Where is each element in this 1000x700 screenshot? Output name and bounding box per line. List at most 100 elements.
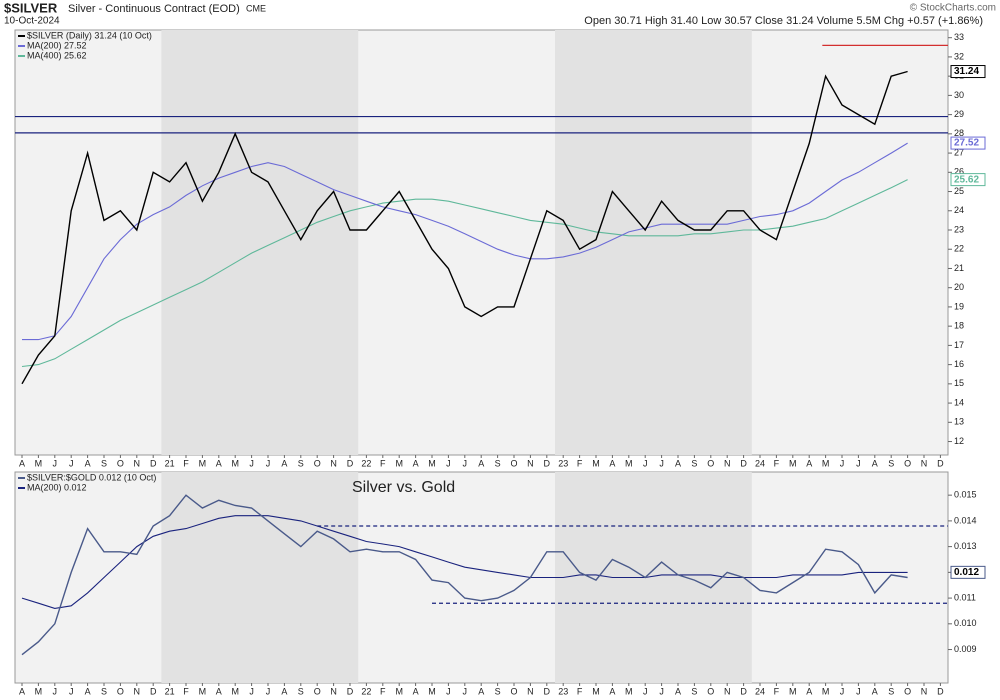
y-tick-label: 19: [954, 301, 964, 311]
x-tick-label: M: [35, 686, 43, 696]
x-tick-label: D: [150, 458, 157, 468]
x-tick-label: A: [609, 458, 615, 468]
x-tick-label: J: [659, 686, 664, 696]
y-tick-label: 32: [954, 51, 964, 61]
x-tick-label: O: [314, 458, 321, 468]
x-tick-label: A: [216, 458, 222, 468]
x-tick-label: O: [510, 686, 517, 696]
x-tick-label: M: [789, 458, 797, 468]
x-tick-label: S: [691, 458, 697, 468]
x-tick-label: A: [609, 686, 615, 696]
price-tag: [950, 565, 986, 579]
date: 10-Oct-2024: [4, 16, 60, 27]
x-tick-label: M: [199, 458, 207, 468]
series-line: [21, 515, 908, 609]
x-tick-label: S: [298, 458, 304, 468]
y-tick-label: 0.010: [954, 618, 977, 628]
x-tick-label: D: [544, 458, 551, 468]
year-shade: [555, 472, 752, 683]
year-shade: [161, 30, 359, 455]
x-tick-label: N: [527, 686, 534, 696]
y-tick-label: 27: [954, 147, 964, 157]
y-tick-label: 24: [954, 205, 964, 215]
price-tag: [950, 136, 986, 150]
x-tick-label: M: [428, 686, 436, 696]
x-tick-label: N: [921, 686, 928, 696]
x-tick-label: J: [249, 686, 254, 696]
x-tick-label: O: [707, 686, 714, 696]
price-tag: [950, 173, 986, 187]
x-tick-label: M: [592, 458, 600, 468]
x-tick-label: S: [495, 686, 501, 696]
x-tick-label: A: [281, 458, 287, 468]
x-tick-label: S: [888, 686, 894, 696]
legend-label: MA(200) 27.52: [27, 40, 87, 50]
x-tick-label: J: [840, 686, 845, 696]
y-tick-label: 12: [954, 436, 964, 446]
copyright: © StockCharts.com: [910, 3, 996, 14]
x-tick-label: N: [134, 458, 141, 468]
year-shade: [161, 472, 359, 683]
y-tick-label: 21: [954, 263, 964, 273]
x-tick-label: N: [724, 458, 731, 468]
x-tick-label: M: [199, 686, 207, 696]
x-tick-label: F: [577, 458, 583, 468]
x-tick-label: O: [707, 458, 714, 468]
x-tick-label: J: [856, 686, 861, 696]
x-tick-label: A: [675, 686, 681, 696]
y-tick-label: 18: [954, 321, 964, 331]
x-tick-label: 21: [165, 458, 175, 468]
x-tick-label: O: [904, 686, 911, 696]
x-tick-label: N: [527, 458, 534, 468]
x-tick-label: A: [478, 686, 484, 696]
legend-label: $SILVER:$GOLD 0.012 (10 Oct): [27, 472, 156, 482]
y-tick-label: 29: [954, 109, 964, 119]
x-tick-label: A: [806, 686, 812, 696]
y-tick-label: 0.011: [954, 592, 976, 602]
x-tick-label: M: [35, 458, 43, 468]
y-tick-label: 13: [954, 417, 964, 427]
x-tick-label: 21: [165, 686, 175, 696]
quote: Open 30.71 High 31.40 Low 30.57 Close 31…: [584, 15, 983, 27]
x-tick-label: A: [478, 458, 484, 468]
x-tick-label: O: [117, 458, 124, 468]
y-tick-label: 16: [954, 359, 964, 369]
price-tag: [950, 65, 986, 79]
symbol: $SILVER: [4, 0, 58, 15]
x-tick-label: S: [495, 458, 501, 468]
y-tick-label: 26: [954, 167, 964, 177]
series-line: [21, 494, 908, 656]
panel-bg: [14, 471, 949, 684]
x-tick-label: J: [856, 458, 861, 468]
x-tick-label: D: [544, 686, 551, 696]
exchange: CME: [246, 3, 266, 13]
x-tick-label: M: [592, 686, 600, 696]
y-tick-label: 15: [954, 378, 964, 388]
x-tick-label: S: [888, 458, 894, 468]
x-tick-label: A: [806, 458, 812, 468]
x-tick-label: N: [921, 458, 928, 468]
series-line: [22, 142, 908, 341]
x-tick-label: A: [281, 686, 287, 696]
x-tick-label: D: [347, 686, 354, 696]
x-tick-label: M: [231, 458, 239, 468]
x-tick-label: J: [53, 686, 58, 696]
price-tag-label: 25.62: [954, 174, 979, 185]
x-tick-label: N: [330, 686, 337, 696]
x-tick-label: A: [19, 686, 25, 696]
x-tick-label: A: [19, 458, 25, 468]
x-tick-label: S: [298, 686, 304, 696]
x-tick-label: M: [625, 686, 633, 696]
price-tag-label: 0.012: [954, 567, 979, 578]
x-tick-label: F: [577, 686, 583, 696]
x-tick-label: M: [395, 686, 403, 696]
x-tick-label: A: [85, 686, 91, 696]
x-tick-label: J: [840, 458, 845, 468]
y-tick-label: 0.015: [954, 490, 977, 500]
x-tick-label: 23: [558, 686, 568, 696]
x-tick-label: D: [347, 458, 354, 468]
x-tick-label: J: [249, 458, 254, 468]
x-tick-label: M: [231, 686, 239, 696]
series-line: [21, 70, 908, 385]
